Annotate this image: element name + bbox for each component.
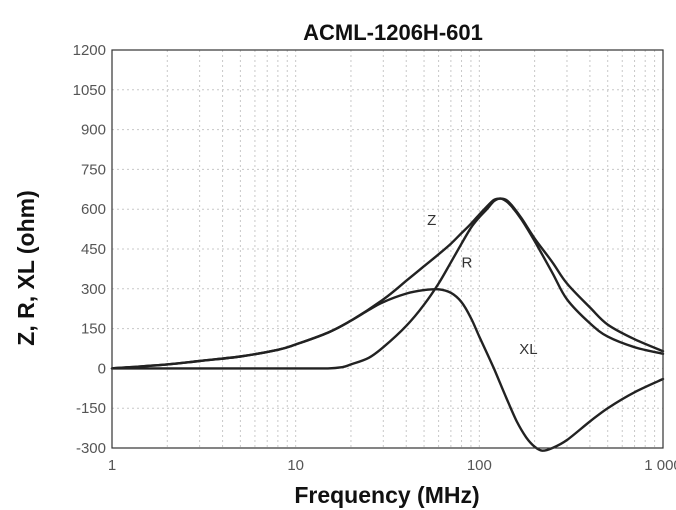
y-tick-label: 150 xyxy=(81,321,106,338)
y-axis-title: Z, R, XL (ohm) xyxy=(13,190,39,345)
y-tick-label: 1200 xyxy=(73,42,106,59)
plot-frame xyxy=(111,49,664,449)
series-line-r xyxy=(110,197,665,370)
x-tick-labels: 1 10 100 1 000 xyxy=(108,457,676,474)
y-tick-label: 0 xyxy=(98,360,106,377)
series-curves xyxy=(110,197,665,452)
y-tick-label: 300 xyxy=(81,281,106,298)
y-tick-label: -300 xyxy=(76,440,106,457)
y-tick-label: 750 xyxy=(81,161,106,178)
curve-label-r: R xyxy=(462,255,473,272)
x-tick-label: 1 xyxy=(108,457,116,474)
chart-title: ACML-1206H-601 xyxy=(303,20,483,45)
curve-labels: Z R XL xyxy=(427,212,537,358)
x-tick-label: 1 000 xyxy=(644,457,676,474)
curve-label-xl: XL xyxy=(519,341,537,358)
y-tick-labels: 1200 1050 900 750 600 450 300 150 0 -150 -300 xyxy=(73,42,106,457)
x-axis-title: Frequency (MHz) xyxy=(294,482,479,508)
y-tick-label: 900 xyxy=(81,122,106,139)
y-tick-label: -150 xyxy=(76,400,106,417)
grid-lines xyxy=(112,50,663,448)
x-tick-label: 10 xyxy=(287,457,304,474)
curve-label-z: Z xyxy=(427,212,436,229)
x-tick-label: 100 xyxy=(467,457,492,474)
series-line-xl xyxy=(110,287,665,452)
y-tick-label: 1050 xyxy=(73,82,106,99)
y-tick-label: 450 xyxy=(81,241,106,258)
y-tick-label: 600 xyxy=(81,201,106,218)
